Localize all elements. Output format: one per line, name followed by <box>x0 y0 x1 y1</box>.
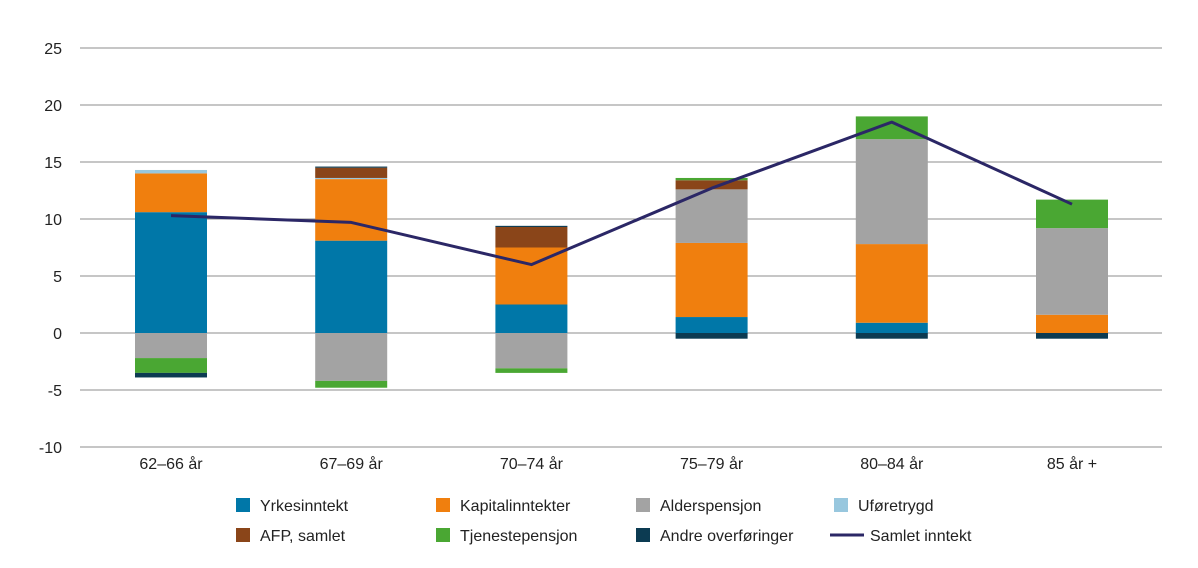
legend-swatch <box>236 528 250 542</box>
legend-item-yrkesinntekt: Yrkesinntekt <box>236 498 349 515</box>
total-income-line <box>170 120 1073 267</box>
y-tick-label: 25 <box>44 41 62 58</box>
legend-item-samlet-inntekt: Samlet inntekt <box>830 528 972 545</box>
bar-segment-alderspensjon-4 <box>855 139 928 245</box>
y-tick-label: 15 <box>44 155 62 172</box>
y-tick-label: 20 <box>44 98 62 115</box>
bar-segment-andre-overf-ringer-1 <box>315 166 388 168</box>
x-tick-label: 62–66 år <box>139 455 203 473</box>
x-tick-label: 70–74 år <box>500 455 564 473</box>
x-axis-tick-labels: 62–66 år 67–69 år 70–74 år 75–79 år 80–84 år… <box>139 455 1097 473</box>
bar-segment-yrkesinntekt-2 <box>495 304 568 333</box>
legend-swatch <box>834 498 848 512</box>
legend-label: AFP, samlet <box>260 528 346 545</box>
bar-segment-yrkesinntekt-0 <box>135 212 207 333</box>
bar-segment-alderspensjon-5 <box>1036 228 1108 315</box>
bar-segment-andre-overf-ringer-2 <box>495 225 568 227</box>
x-tick-label: 80–84 år <box>860 455 924 473</box>
legend-label: Alderspensjon <box>660 498 761 515</box>
bar-segment-tjenestepensjon-3 <box>675 177 748 181</box>
y-tick-label: 10 <box>44 212 62 229</box>
total-income-line-group <box>170 120 1073 267</box>
bar-segment-andre-overf-ringer-3 <box>675 333 748 339</box>
bar-segment-andre-overf-ringer-4 <box>855 333 928 339</box>
bar-segment-tjenestepensjon-5 <box>1036 199 1108 229</box>
y-tick-label: -10 <box>39 440 62 457</box>
legend: Yrkesinntekt Kapitalinntekter Alderspensjo… <box>236 498 972 545</box>
legend-item-uf-retrygd: Uføretrygd <box>834 498 934 515</box>
y-tick-label: 0 <box>53 326 62 343</box>
y-axis-tick-labels: 25 20 15 10 5 0 -5 -10 <box>39 41 62 457</box>
x-tick-label: 85 år + <box>1047 455 1097 473</box>
bar-segment-uf-retrygd-0 <box>135 169 207 174</box>
bar-segment-tjenestepensjon-1 <box>315 380 388 388</box>
x-tick-label: 67–69 år <box>320 455 384 473</box>
y-tick-label: 5 <box>53 269 62 286</box>
bar-segment-afp-samlet-1 <box>315 167 388 178</box>
bar-segment-tjenestepensjon-0 <box>135 358 207 373</box>
bar-segment-tjenestepensjon-4 <box>855 116 928 140</box>
bar-segment-afp-samlet-3 <box>675 180 748 190</box>
legend-swatch <box>636 528 650 542</box>
legend-item-alderspensjon: Alderspensjon <box>636 498 761 515</box>
legend-swatch <box>436 528 450 542</box>
legend-item-andre-overf-ringer: Andre overføringer <box>636 528 794 545</box>
bar-segment-kapitalinntekter-5 <box>1036 314 1108 333</box>
legend-swatch <box>636 498 650 512</box>
bar-segment-alderspensjon-1 <box>315 333 388 381</box>
bar-segments <box>135 116 1108 388</box>
legend-item-afp-samlet: AFP, samlet <box>236 528 346 545</box>
legend-swatch <box>236 498 250 512</box>
legend-label: Tjenestepensjon <box>460 528 577 545</box>
bar-segment-kapitalinntekter-4 <box>855 244 928 323</box>
x-tick-label: 75–79 år <box>680 455 744 473</box>
bar-segment-kapitalinntekter-3 <box>675 242 748 318</box>
legend-label: Uføretrygd <box>858 498 934 515</box>
bar-segment-andre-overf-ringer-5 <box>1036 333 1108 339</box>
legend-label: Kapitalinntekter <box>460 498 571 515</box>
bar-segment-yrkesinntekt-4 <box>855 322 928 333</box>
bar-segment-kapitalinntekter-1 <box>315 179 388 241</box>
bar-segment-alderspensjon-0 <box>135 333 207 359</box>
legend-label: Andre overføringer <box>660 528 794 545</box>
bar-segment-yrkesinntekt-3 <box>675 317 748 333</box>
legend-item-tjenestepensjon: Tjenestepensjon <box>436 528 577 545</box>
legend-label: Samlet inntekt <box>870 528 972 545</box>
y-tick-label: -5 <box>48 383 62 400</box>
bar-segment-kapitalinntekter-0 <box>135 173 207 213</box>
bar-segment-andre-overf-ringer-0 <box>135 372 207 378</box>
bar-segment-alderspensjon-2 <box>495 333 568 369</box>
bar-segment-afp-samlet-2 <box>495 226 568 248</box>
legend-label: Yrkesinntekt <box>260 498 349 515</box>
bar-segment-kapitalinntekter-2 <box>495 247 568 305</box>
bar-segment-uf-retrygd-1 <box>315 177 388 180</box>
legend-item-kapitalinntekter: Kapitalinntekter <box>436 498 571 515</box>
gridlines <box>80 47 1162 448</box>
bar-segment-tjenestepensjon-2 <box>495 368 568 373</box>
bar-segment-yrkesinntekt-1 <box>315 240 388 333</box>
legend-swatch <box>436 498 450 512</box>
